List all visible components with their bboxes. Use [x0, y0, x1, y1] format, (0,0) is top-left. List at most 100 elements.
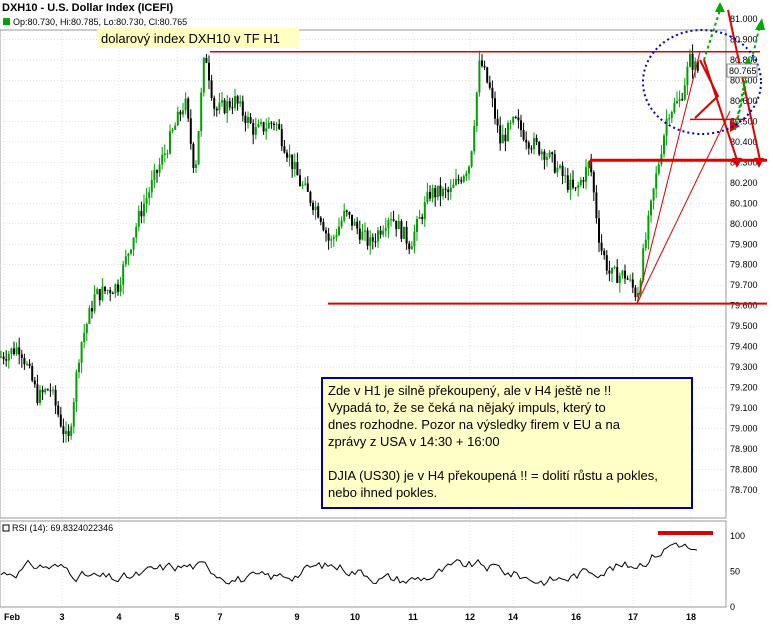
candle-body — [343, 210, 346, 221]
y-tick-label: 80.400 — [730, 137, 758, 147]
title-annotation: dolarový index DXH10 v TF H1 — [101, 31, 280, 46]
y-tick-label: 80.600 — [730, 96, 758, 106]
note-line: DJIA (US30) je v H4 překoupená !! = doli… — [328, 468, 658, 483]
candle-body — [247, 116, 249, 124]
candle-body — [429, 192, 431, 199]
candle-body — [109, 290, 112, 294]
candle-body — [13, 348, 15, 355]
candle-body — [46, 389, 49, 391]
candle-body — [273, 123, 275, 126]
candle-body — [231, 107, 234, 109]
candle-body — [390, 219, 392, 221]
candle-body — [62, 426, 65, 435]
candle-body — [608, 270, 611, 274]
candle-body — [106, 290, 109, 292]
candle-body — [618, 275, 621, 283]
candle-body — [153, 170, 156, 180]
y-tick-label: 80.800 — [730, 55, 758, 65]
candle-body — [400, 221, 403, 239]
candle-body — [114, 284, 117, 294]
candle-body — [317, 206, 320, 218]
candle-body — [309, 191, 312, 203]
y-tick-label: 80.100 — [730, 198, 758, 208]
candle-body — [59, 414, 62, 427]
rsi-label: RSI (14): 69.8324022346 — [12, 523, 113, 533]
x-tick-label: 3 — [59, 612, 64, 622]
candle-body — [124, 256, 127, 265]
candle-body — [683, 85, 686, 100]
trend-line-b — [636, 110, 731, 304]
candle-body — [176, 111, 179, 126]
candle-body — [540, 151, 543, 155]
candle-body — [257, 123, 260, 128]
rsi-plot-frame — [0, 520, 727, 608]
y-tick-label: 78.900 — [730, 444, 758, 454]
candle-body — [686, 66, 689, 86]
candle-body — [241, 101, 244, 116]
candle-body — [10, 348, 13, 354]
candle-body — [689, 53, 691, 67]
candle-body — [395, 220, 398, 230]
candle-body — [210, 80, 213, 98]
candle-body — [143, 203, 145, 217]
candle-body — [577, 185, 580, 188]
candle-body — [488, 82, 491, 88]
candle-body — [397, 221, 400, 230]
rsi-tick-label: 50 — [730, 567, 740, 577]
candle-body — [278, 124, 281, 130]
candle-body — [621, 270, 624, 276]
candle-body — [44, 389, 47, 393]
ohlc-readout: Op:80.730, Hi:80.785, Lo:80.730, Cl:80.7… — [13, 17, 187, 27]
candle-body — [473, 125, 476, 152]
candle-body — [384, 228, 387, 231]
candle-body — [158, 164, 161, 173]
y-tick-label: 79.300 — [730, 362, 758, 372]
note-line: Vypadá to, že se čeká na nějaký impuls, … — [328, 400, 606, 415]
candle-body — [442, 188, 444, 197]
candle-body — [361, 231, 364, 240]
candle-body — [639, 280, 642, 294]
candle-body — [101, 286, 104, 301]
candle-body — [377, 230, 379, 242]
candle-body — [93, 294, 96, 312]
x-tick-label: Feb — [4, 612, 21, 622]
candle-body — [613, 267, 616, 269]
candle-body — [603, 250, 606, 256]
candle-body — [637, 293, 639, 298]
candle-body — [673, 103, 676, 113]
candle-body — [538, 142, 541, 155]
candle-body — [195, 164, 197, 168]
candle-body — [249, 116, 252, 124]
candle-body — [423, 202, 426, 220]
x-tick-label: 14 — [508, 612, 518, 622]
candle-body — [184, 98, 187, 111]
candle-body — [85, 323, 88, 334]
x-tick-label: 7 — [217, 612, 222, 622]
candle-body — [20, 354, 23, 358]
y-tick-label: 80.500 — [730, 116, 758, 126]
candle-body — [327, 233, 330, 241]
candle-body — [80, 342, 83, 363]
candle-body — [582, 180, 585, 182]
candle-body — [509, 122, 512, 124]
candle-body — [330, 238, 333, 241]
candle-body — [234, 96, 236, 108]
candle-body — [652, 188, 655, 201]
trend-line-a — [636, 51, 701, 304]
candle-body — [306, 183, 309, 192]
candle-body — [145, 198, 148, 204]
candle-body — [535, 138, 538, 143]
candle-body — [296, 161, 299, 176]
y-tick-label: 80.200 — [730, 178, 758, 188]
candle-body — [49, 390, 52, 392]
candle-body — [481, 60, 483, 67]
candle-body — [65, 430, 67, 435]
candle-body — [626, 278, 629, 280]
candle-body — [41, 389, 44, 393]
chart-title: DXH10 - U.S. Dollar Index (ICEFI) — [2, 2, 173, 14]
candle-body — [496, 118, 499, 126]
candle-body — [543, 151, 546, 160]
candle-body — [187, 98, 190, 119]
candle-body — [504, 134, 507, 142]
